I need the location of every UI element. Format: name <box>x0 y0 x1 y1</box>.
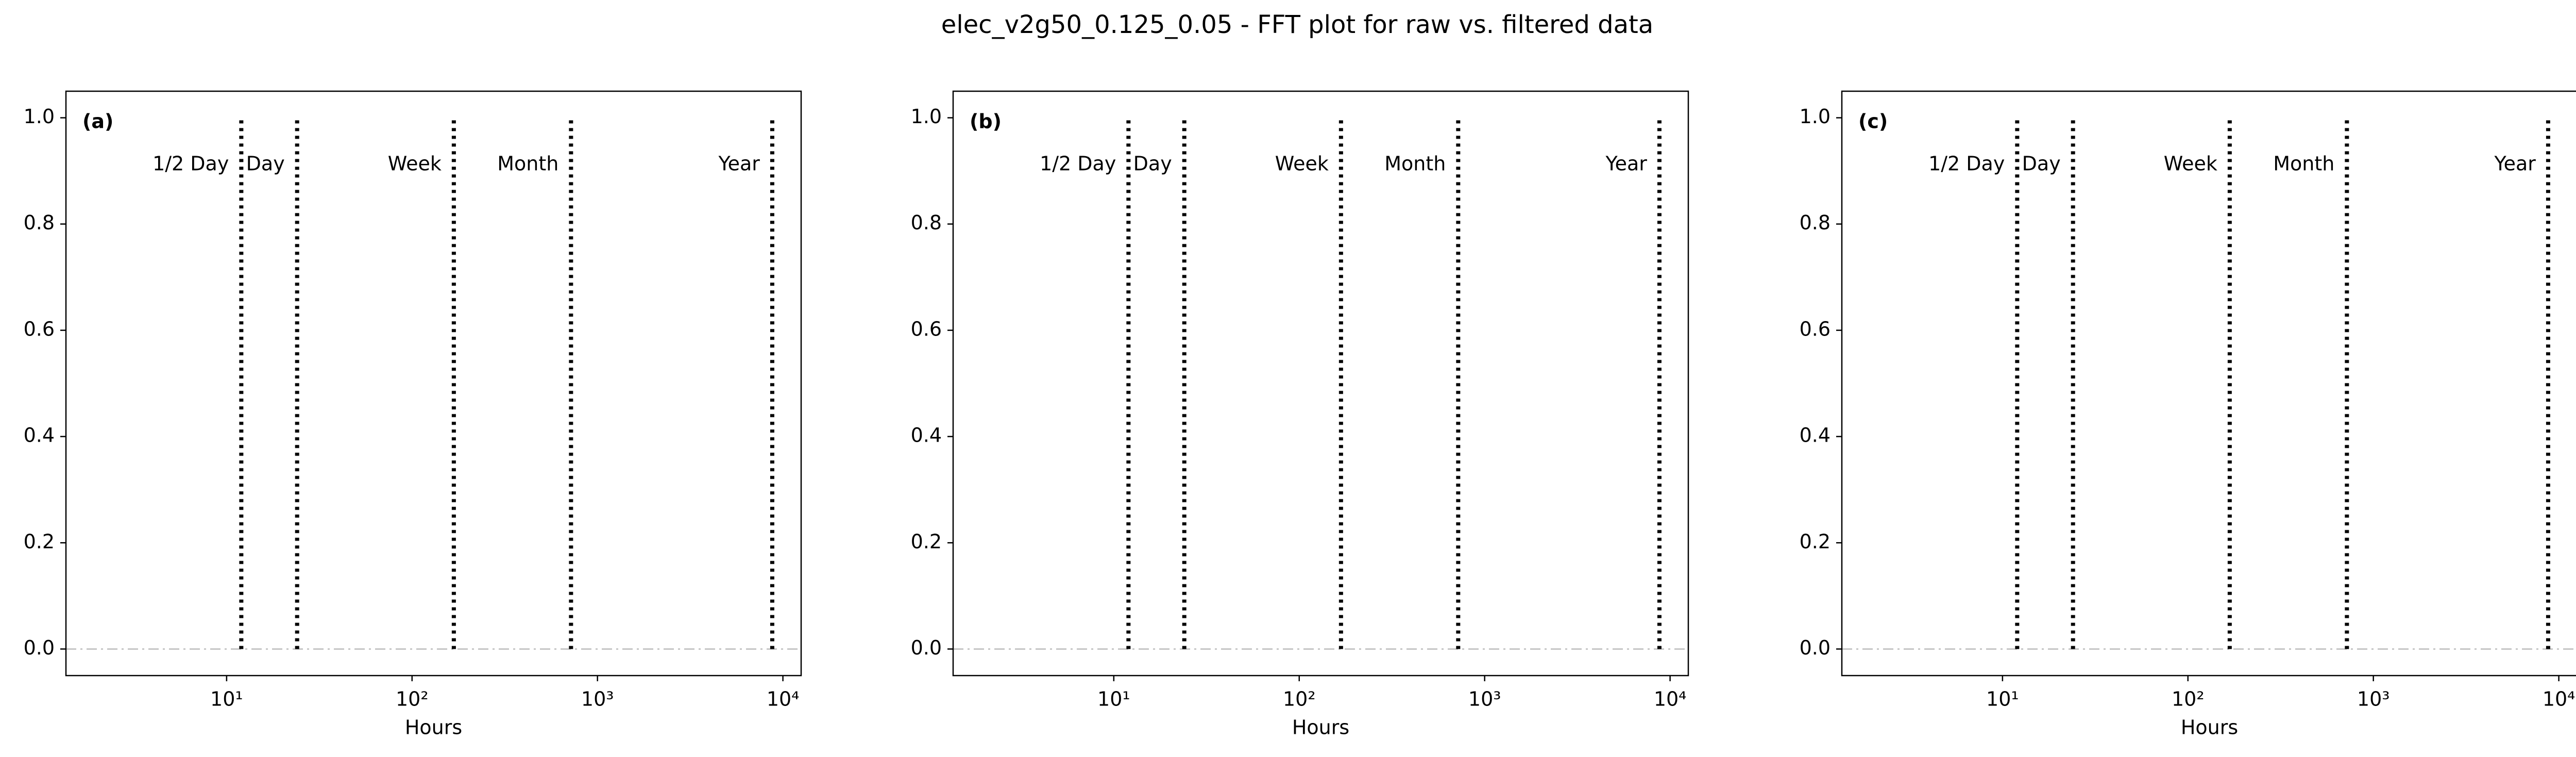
x-axis-label: Hours <box>1292 716 1349 739</box>
x-tick-label: 10¹ <box>1097 688 1130 711</box>
y-tick-label: 1.0 <box>1800 105 1831 128</box>
period-label: 1/2 Day <box>1040 153 1116 175</box>
panel-label: (c) <box>1858 110 1888 133</box>
x-tick-label: 10⁴ <box>1654 688 1687 711</box>
period-label: Week <box>1275 153 1329 175</box>
period-label: Year <box>718 153 760 175</box>
y-tick-label: 1.0 <box>911 105 942 128</box>
x-tick-label: 10¹ <box>210 688 243 711</box>
x-tick-label: 10² <box>2172 688 2205 711</box>
x-tick-label: 10³ <box>581 688 614 711</box>
period-label: Month <box>497 153 558 175</box>
x-tick-label: 10⁴ <box>767 688 800 711</box>
y-tick-label: 0.0 <box>1800 636 1831 659</box>
x-tick-label: 10³ <box>1468 688 1501 711</box>
x-tick-label: 10⁴ <box>2543 688 2575 711</box>
y-tick-label: 0.8 <box>1800 211 1831 234</box>
panel-label: (b) <box>970 110 1002 133</box>
period-label: Day <box>1133 153 1172 175</box>
axes-frame <box>1841 90 2576 677</box>
data-line <box>1842 0 2548 1</box>
plot-area <box>66 0 772 1</box>
y-tick-label: 0.6 <box>1800 317 1831 340</box>
period-label: Day <box>2022 153 2061 175</box>
plot-area <box>1842 0 2548 1</box>
period-label: Week <box>388 153 442 175</box>
x-tick-label: 10² <box>396 688 429 711</box>
y-tick-label: 0.4 <box>1800 424 1831 447</box>
y-tick-label: 0.0 <box>24 636 55 659</box>
y-tick-label: 0.2 <box>911 530 942 553</box>
subplot: 0.0 0.2 0.4 0.6 0.8 1.0 10¹ 10² 10³ 10⁴ Hours 1/2 D… <box>911 0 1689 739</box>
x-tick-label: 10³ <box>2357 688 2390 711</box>
x-tick-label: 10² <box>1283 688 1316 711</box>
x-axis-label: Hours <box>2181 716 2238 739</box>
data-line <box>66 0 772 1</box>
period-label: Month <box>1384 153 1446 175</box>
subplot: 0.0 0.2 0.4 0.6 0.8 1.0 10¹ 10² 10³ 10⁴ Hours 1/2 D… <box>24 0 802 739</box>
period-label: Year <box>2494 153 2536 175</box>
y-tick-label: 0.0 <box>911 636 942 659</box>
x-tick-label: 10¹ <box>1986 688 2019 711</box>
period-label: Month <box>2273 153 2334 175</box>
period-label: 1/2 Day <box>152 153 229 175</box>
y-tick-label: 0.4 <box>24 424 55 447</box>
figure-title: elec_v2g50_0.125_0.05 - FFT plot for raw… <box>941 10 1653 39</box>
y-tick-label: 0.8 <box>911 211 942 234</box>
y-tick-label: 0.6 <box>911 317 942 340</box>
axes-frame <box>65 90 802 677</box>
axes-frame <box>952 90 1689 677</box>
subplot: 0.0 0.2 0.4 0.6 0.8 1.0 10¹ 10² 10³ 10⁴ Hours 1/2 D… <box>1800 0 2576 739</box>
panel-label: (a) <box>82 110 113 133</box>
period-label: Day <box>246 153 285 175</box>
period-label: Week <box>2164 153 2217 175</box>
plot-area <box>953 0 1659 1</box>
y-tick-label: 0.4 <box>911 424 942 447</box>
y-tick-label: 0.8 <box>24 211 55 234</box>
data-line <box>953 0 1659 1</box>
y-tick-label: 0.6 <box>24 317 55 340</box>
period-label: 1/2 Day <box>1928 153 2005 175</box>
y-tick-label: 0.2 <box>24 530 55 553</box>
y-tick-label: 1.0 <box>24 105 55 128</box>
x-axis-label: Hours <box>405 716 462 739</box>
y-tick-label: 0.2 <box>1800 530 1831 553</box>
period-label: Year <box>1605 153 1647 175</box>
